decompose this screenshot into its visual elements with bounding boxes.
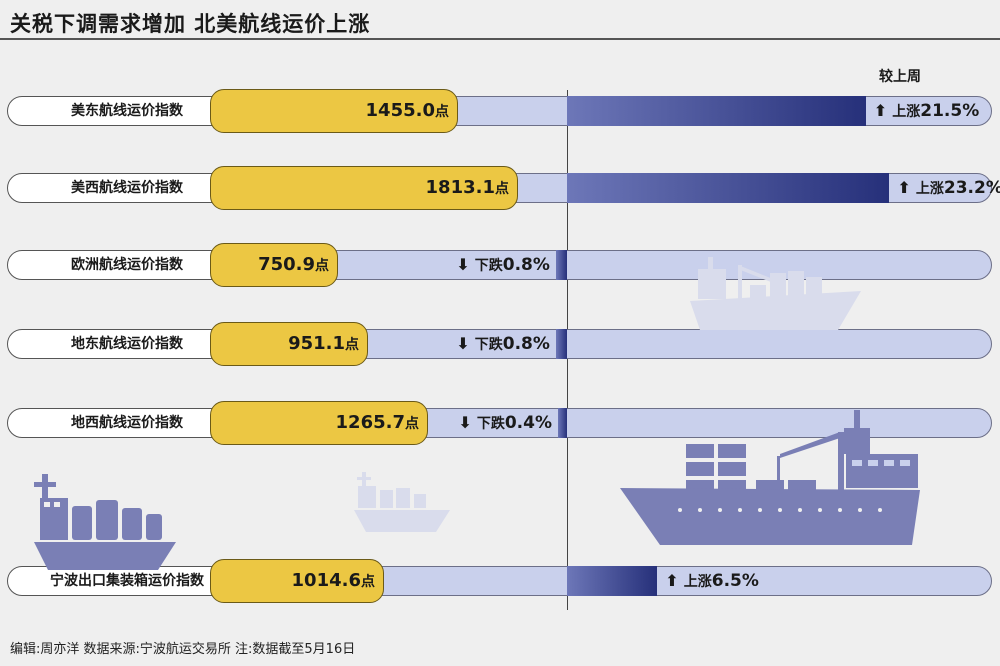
value-unit: 点 xyxy=(315,258,329,274)
value-bar: 750.9点 xyxy=(210,243,338,287)
change-percent: 0.4% xyxy=(504,413,552,433)
value-label: 1813.1 xyxy=(425,177,495,198)
change-direction: 下跌 xyxy=(474,258,503,274)
chart-row: 地西航线运价指数 1265.7点 ⬇ 下跌0.4% xyxy=(0,401,1000,445)
change-label: ⬇ 下跌0.8% xyxy=(456,329,550,359)
chart-row: 美西航线运价指数 1813.1点 ⬆ 上涨23.2% xyxy=(0,166,1000,210)
change-bar xyxy=(567,566,658,596)
arrow-down-icon: ⬇ xyxy=(458,413,472,432)
value-bar: 1813.1点 xyxy=(210,166,518,210)
arrow-down-icon: ⬇ xyxy=(456,334,470,353)
ship-icon-large xyxy=(620,410,920,545)
change-bar xyxy=(567,173,890,203)
change-label: ⬆ 上涨21.5% xyxy=(874,96,979,126)
value-bar: 1455.0点 xyxy=(210,89,458,133)
change-label: ⬇ 下跌0.4% xyxy=(458,408,552,438)
change-direction: 上涨 xyxy=(892,104,921,120)
page-title: 关税下调需求增加 北美航线运价上涨 xyxy=(10,12,371,36)
value-unit: 点 xyxy=(435,104,449,120)
value-unit: 点 xyxy=(495,181,509,197)
change-direction: 下跌 xyxy=(476,416,505,432)
value-label: 1014.6 xyxy=(291,570,361,591)
value-bar: 1265.7点 xyxy=(210,401,428,445)
chart-row: 宁波出口集装箱运价指数 1014.6点 ⬆ 上涨6.5% xyxy=(0,559,1000,603)
change-direction: 上涨 xyxy=(915,181,944,197)
change-percent: 23.2% xyxy=(943,178,1000,198)
ship-icon-left xyxy=(34,474,176,570)
change-percent: 21.5% xyxy=(920,101,980,121)
change-direction: 上涨 xyxy=(683,574,712,590)
series-name: 地东航线运价指数 xyxy=(7,329,247,359)
value-bar: 951.1点 xyxy=(210,322,368,366)
value-unit: 点 xyxy=(345,337,359,353)
value-unit: 点 xyxy=(361,574,375,590)
change-label: ⬆ 上涨23.2% xyxy=(897,173,1000,203)
chart-row: 美东航线运价指数 1455.0点 ⬆ 上涨21.5% xyxy=(0,89,1000,133)
value-label: 1265.7 xyxy=(335,412,405,433)
footer-note: 编辑:周亦洋 数据来源:宁波航运交易所 注:数据截至5月16日 xyxy=(10,642,356,657)
change-bar xyxy=(555,329,567,359)
arrow-up-icon: ⬆ xyxy=(897,178,911,197)
change-direction: 下跌 xyxy=(474,337,503,353)
change-percent: 0.8% xyxy=(502,334,550,354)
value-bar: 1014.6点 xyxy=(210,559,384,603)
value-label: 951.1 xyxy=(288,333,345,354)
ship-icon-small xyxy=(354,472,450,532)
ship-icon-faint xyxy=(690,257,861,330)
arrow-down-icon: ⬇ xyxy=(456,255,470,274)
arrow-up-icon: ⬆ xyxy=(665,571,679,590)
series-name: 地西航线运价指数 xyxy=(7,408,247,438)
change-bar xyxy=(567,96,866,126)
title-rule xyxy=(0,38,1000,40)
series-name: 欧洲航线运价指数 xyxy=(7,250,247,280)
compare-header: 较上周 xyxy=(879,69,921,85)
bar-track xyxy=(212,250,992,280)
chart-row: 欧洲航线运价指数 750.9点 ⬇ 下跌0.8% xyxy=(0,243,1000,287)
chart-row: 地东航线运价指数 951.1点 ⬇ 下跌0.8% xyxy=(0,322,1000,366)
value-unit: 点 xyxy=(405,416,419,432)
value-label: 1455.0 xyxy=(365,100,435,121)
series-name: 美西航线运价指数 xyxy=(7,173,247,203)
change-percent: 6.5% xyxy=(711,571,759,591)
arrow-up-icon: ⬆ xyxy=(873,101,888,120)
change-bar xyxy=(558,408,567,438)
value-label: 750.9 xyxy=(258,254,315,275)
change-label: ⬇ 下跌0.8% xyxy=(456,250,550,280)
change-percent: 0.8% xyxy=(502,255,550,275)
change-label: ⬆ 上涨6.5% xyxy=(665,566,759,596)
change-bar xyxy=(555,250,567,280)
